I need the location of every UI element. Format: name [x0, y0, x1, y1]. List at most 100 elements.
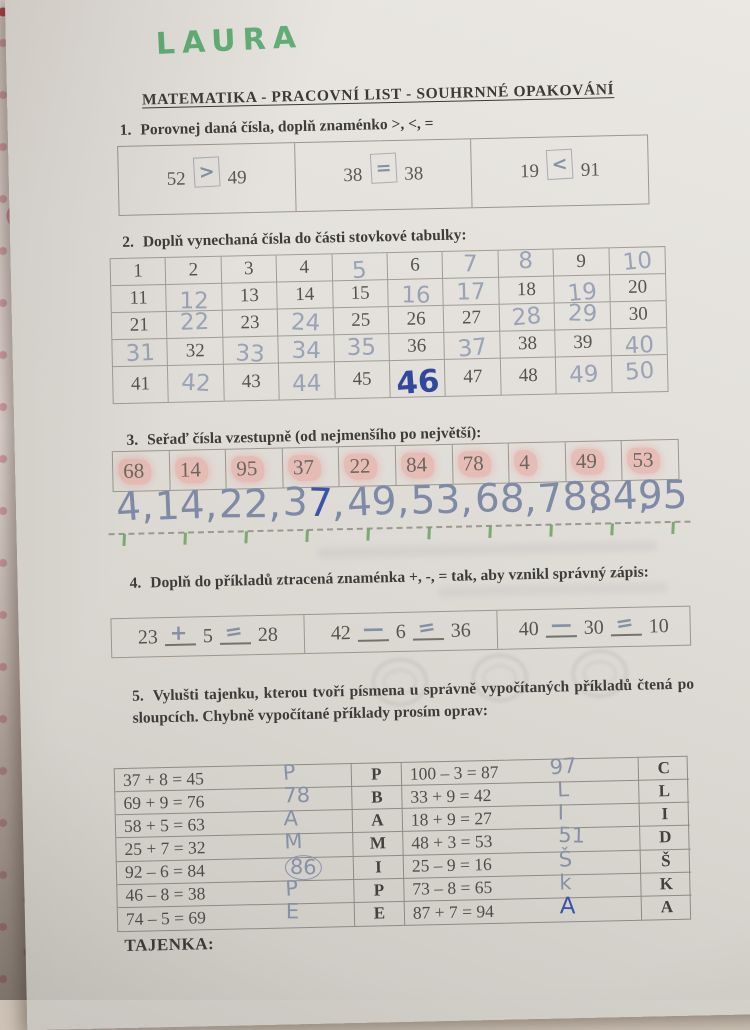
hundred-table-cell: 37: [445, 332, 501, 360]
letter-cell: E: [355, 902, 405, 926]
task2-heading-text: Doplň vynechaná čísla do části stovkové …: [143, 226, 467, 250]
handwritten-sign: =: [223, 618, 244, 645]
green-tick: [183, 533, 186, 545]
cell-number: 7: [463, 251, 478, 277]
cell-number: 11: [129, 287, 148, 309]
cell-number: 35: [346, 334, 376, 361]
result: 36: [451, 619, 471, 642]
sign-blank: —: [546, 619, 577, 638]
hundred-table-cell: 30: [610, 301, 666, 329]
sign-blank: =: [220, 626, 251, 645]
hundred-table-cell: 35: [334, 334, 390, 362]
hundred-table-cell: 10: [609, 247, 665, 275]
hundred-table-cell: 45: [334, 361, 390, 398]
handwritten-answer: A: [284, 808, 299, 829]
letter-cell: C: [639, 757, 689, 781]
hundred-table-cell: 33: [223, 337, 279, 365]
answer-number: 37,: [282, 483, 345, 524]
answer-number: 4,: [115, 486, 155, 528]
task1-heading-text: Porovnej daná čísla, doplň znaménko >, <…: [140, 115, 434, 138]
highlighted-number: 84: [401, 452, 435, 479]
equation-text: 92 – 6 = 84: [125, 860, 205, 883]
right-number: 91: [581, 159, 600, 181]
cell-number: 2: [188, 259, 198, 281]
sign-blank: +: [165, 627, 196, 646]
cell-number: 28: [511, 303, 543, 332]
cell-number: 27: [462, 307, 481, 329]
handwritten-sign-box: <: [546, 149, 574, 180]
cell-number: 41: [131, 373, 150, 395]
highlighted-number: 22: [344, 453, 378, 480]
green-tick: [366, 529, 369, 541]
equation-text: 25 + 7 = 32: [124, 837, 205, 860]
handwritten-sign: <: [551, 153, 568, 176]
hundred-table-cell: 50: [611, 355, 667, 392]
equation-text: 87 + 7 = 94: [413, 901, 494, 924]
cell-number: 21: [129, 314, 148, 336]
hundred-table-cell: 36: [389, 333, 445, 361]
cell-number: 26: [406, 308, 425, 330]
highlighted-number: 49: [571, 448, 605, 475]
sign-blank: =: [413, 622, 444, 641]
hundred-table-cell: 3: [221, 256, 277, 284]
hundred-table-cell: 11: [111, 285, 167, 313]
hundred-table-cell: 40: [611, 328, 667, 356]
hundred-table-cell: 47: [445, 359, 501, 396]
operand: 6: [396, 620, 406, 643]
hundred-table-cell: 1: [111, 258, 167, 286]
task5-number: 5.: [132, 686, 144, 709]
handwritten-answer: 51: [558, 825, 585, 847]
equation-text: 74 – 5 = 69: [126, 907, 206, 930]
handwritten-sign-box: =: [369, 152, 397, 183]
cell-number: 20: [628, 276, 647, 298]
green-tick: [549, 525, 552, 537]
equation-text: 33 + 9 = 42: [410, 785, 491, 808]
hundred-table-cell: 26: [389, 306, 445, 334]
cell-number: 16: [401, 282, 431, 308]
hundred-table-cell: 32: [168, 338, 224, 366]
hundred-table-cell: 27: [444, 305, 500, 333]
task4-number: 4.: [129, 572, 141, 596]
result: 10: [648, 615, 668, 638]
answer-number: 95: [638, 476, 688, 515]
letter-cell: P: [354, 879, 404, 903]
cell-number: 38: [518, 333, 537, 355]
cell-number: 50: [624, 358, 655, 386]
answer-number: 49,: [346, 481, 410, 523]
handwritten-answer: L: [557, 779, 570, 800]
tajenka-label: TAJENKA:: [124, 934, 214, 956]
highlighted-number: 4: [514, 449, 537, 475]
hundred-table-cell: 13: [222, 283, 278, 311]
handwritten-sign: —: [362, 616, 384, 640]
hundred-table-cell: 15: [333, 280, 389, 308]
task3-number: 3.: [126, 432, 138, 450]
cell-number: 48: [518, 365, 537, 387]
operand: 23: [138, 626, 158, 649]
cell-number: 3: [244, 258, 254, 280]
hundred-table-cell: 16: [388, 279, 444, 307]
handwritten-sign-box: >: [193, 156, 221, 187]
digit-corrected: 7: [307, 481, 333, 527]
equation-text: 48 + 3 = 53: [411, 831, 492, 854]
cell-number: 44: [292, 371, 322, 398]
result: 28: [258, 623, 278, 646]
hundred-table-cell: 21: [112, 312, 168, 340]
answer-number: 22,: [219, 485, 281, 524]
green-tick: [305, 530, 308, 542]
highlighted-number: 37: [288, 454, 322, 481]
hundred-table-cell: 9: [554, 248, 610, 276]
comparison-item: 19<91: [471, 135, 648, 207]
hundred-table-cell: 48: [501, 357, 557, 394]
cell-number: 9: [576, 251, 586, 273]
equation-text: 18 + 9 = 27: [411, 808, 492, 831]
cell-number: 23: [240, 312, 259, 334]
worksheet-paper: LAURA MATEMATIKA - PRACOVNÍ LIST - SOUHR…: [5, 0, 750, 1030]
cell-number: 37: [457, 334, 489, 363]
letter-cell: K: [641, 872, 691, 896]
handwritten-sign: >: [198, 161, 215, 184]
green-tick: [427, 527, 430, 539]
handwritten-sign: =: [614, 610, 635, 637]
operand: 30: [583, 616, 603, 639]
